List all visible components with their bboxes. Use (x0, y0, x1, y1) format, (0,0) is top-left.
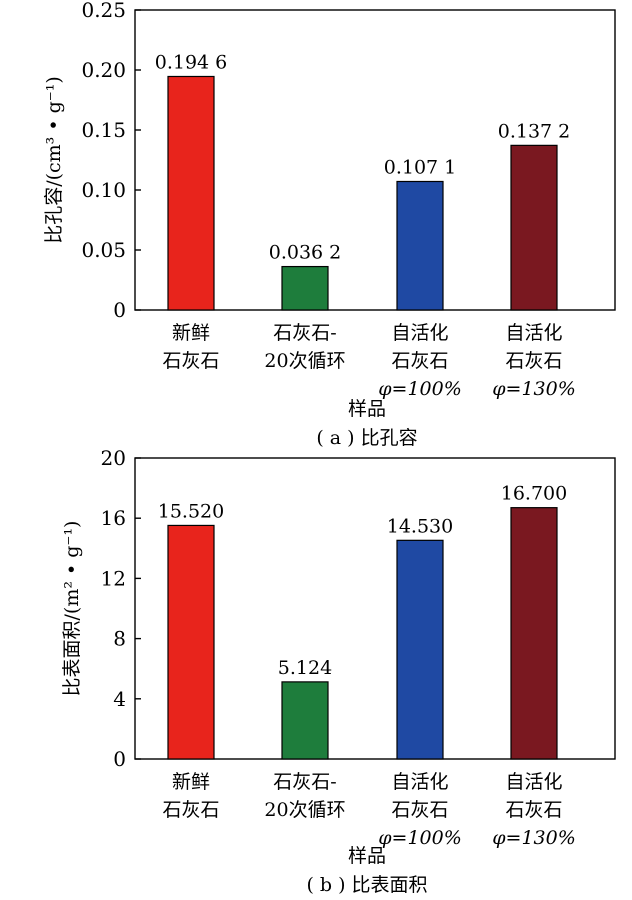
bar-value-label: 0.107 1 (384, 156, 457, 178)
x-category-label: φ=130% (492, 827, 576, 849)
y-tick-label: 4 (113, 687, 126, 711)
bar-value-label: 0.137 2 (498, 120, 571, 142)
x-category-label: φ=100% (378, 827, 462, 849)
bar (167, 75, 215, 311)
x-category-label: 石灰石 (391, 350, 448, 372)
chart-specific-pore-volume: 0 0.05 0.10 0.15 0.20 0.25 0.194 6 0.036 2 0.107… (43, 0, 616, 449)
x-category-label: φ=100% (378, 378, 462, 400)
x-category-label: φ=130% (492, 378, 576, 400)
y-tick-label: 0 (113, 747, 126, 771)
bar (510, 144, 558, 311)
x-category-label: 自活化 (505, 322, 562, 344)
y-tick-label: 0.20 (81, 58, 126, 82)
x-category-label: 新鲜 (172, 771, 210, 793)
bar-value-label: 5.124 (278, 657, 332, 679)
x-category-label: 石灰石 (505, 799, 562, 821)
y-tick-label: 12 (101, 566, 126, 590)
x-category-label: 石灰石 (162, 799, 219, 821)
x-category-label: 20次循环 (264, 350, 345, 372)
bar (167, 524, 215, 760)
bar (396, 539, 444, 760)
y-tick-label: 8 (113, 627, 126, 651)
bar (281, 681, 329, 760)
bar (510, 507, 558, 760)
y-tick-label: 0.15 (81, 118, 126, 142)
x-category-label: 石灰石 (162, 350, 219, 372)
x-category-label: 新鲜 (172, 322, 210, 344)
bar-value-label: 15.520 (158, 500, 224, 522)
chart-caption: ( a ) 比孔容 (316, 427, 417, 449)
x-category-label: 自活化 (391, 322, 448, 344)
x-axis-label: 样品 (348, 845, 386, 867)
y-tick-label: 20 (101, 446, 126, 470)
x-category-label: 石灰石- (273, 771, 336, 793)
x-category-label: 自活化 (391, 771, 448, 793)
x-category-label: 石灰石- (273, 322, 336, 344)
plot-frame (134, 9, 616, 311)
plot-frame (134, 457, 616, 760)
bar (281, 265, 329, 311)
bar-value-label: 14.530 (387, 515, 453, 537)
y-tick-label: 0.05 (81, 238, 126, 262)
bar-value-label: 0.194 6 (155, 51, 228, 73)
chart-caption: ( b ) 比表面积 (306, 874, 427, 896)
y-tick-label: 16 (101, 506, 126, 530)
bar (396, 180, 444, 311)
y-tick-label: 0.10 (81, 178, 126, 202)
y-tick-label: 0 (113, 298, 126, 322)
y-tick-label: 0.25 (81, 0, 126, 22)
x-category-label: 自活化 (505, 771, 562, 793)
y-axis-label: 比孔容/(cm³ • g⁻¹) (43, 76, 65, 244)
x-category-label: 石灰石 (505, 350, 562, 372)
y-axis-label: 比表面积/(m² • g⁻¹) (61, 521, 83, 697)
x-axis-label: 样品 (348, 398, 386, 420)
bar-value-label: 16.700 (501, 483, 567, 505)
x-category-label: 石灰石 (391, 799, 448, 821)
x-category-label: 20次循环 (264, 799, 345, 821)
bar-value-label: 0.036 2 (269, 242, 342, 264)
